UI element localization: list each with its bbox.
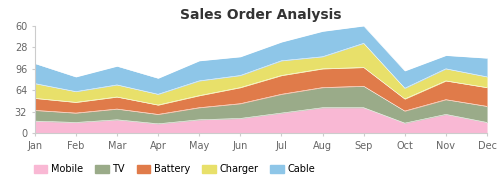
Title: Sales Order Analysis: Sales Order Analysis — [180, 8, 341, 22]
Legend: Mobile, TV, Battery, Charger, Cable: Mobile, TV, Battery, Charger, Cable — [30, 161, 319, 178]
